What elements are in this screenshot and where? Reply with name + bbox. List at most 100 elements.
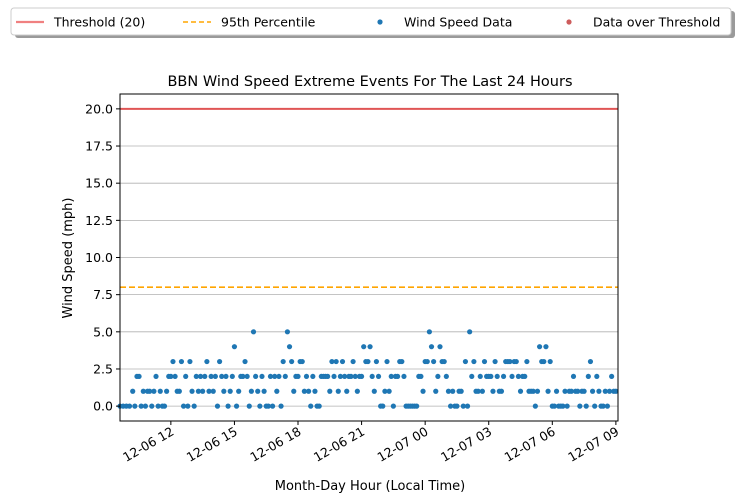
wind-speed-point <box>212 373 218 380</box>
wind-speed-point <box>187 358 193 365</box>
wind-speed-point <box>299 358 305 365</box>
y-tick-label: 15.0 <box>85 176 113 191</box>
wind-speed-point <box>386 388 392 394</box>
wind-speed-point <box>467 329 473 335</box>
wind-speed-point <box>492 358 498 365</box>
wind-speed-point <box>513 358 519 365</box>
wind-speed-point <box>259 373 265 380</box>
data-points <box>117 329 619 409</box>
wind-speed-point <box>530 388 536 394</box>
wind-speed-point <box>524 358 530 365</box>
wind-speed-point <box>253 373 259 380</box>
wind-speed-point <box>337 373 343 380</box>
wind-speed-point <box>225 403 231 409</box>
wind-speed-point <box>583 403 589 409</box>
wind-speed-point <box>276 373 282 380</box>
wind-speed-point <box>155 403 161 409</box>
wind-speed-point <box>532 403 538 409</box>
wind-speed-point <box>490 388 496 394</box>
wind-speed-point <box>244 373 250 380</box>
wind-speed-point <box>433 388 439 394</box>
wind-speed-point <box>210 388 216 394</box>
wind-speed-point <box>494 373 500 380</box>
legend-label: Data over Threshold <box>593 15 720 30</box>
wind-speed-point <box>142 403 149 409</box>
wind-speed-point <box>233 403 240 409</box>
wind-speed-point <box>602 388 608 394</box>
wind-speed-point <box>553 388 560 394</box>
wind-speed-point <box>534 388 541 394</box>
x-tick-label: 12-06 15 <box>184 424 240 465</box>
wind-speed-point <box>350 358 356 365</box>
wind-speed-point <box>289 358 295 365</box>
wind-speed-point <box>306 388 312 394</box>
wind-speed-point <box>414 403 420 409</box>
wind-speed-point <box>600 403 606 409</box>
wind-speed-point <box>592 403 598 409</box>
wind-speed-point <box>388 373 394 380</box>
wind-speed-point <box>316 403 322 409</box>
wind-speed-point <box>325 373 331 380</box>
y-tick-label: 0.0 <box>93 399 113 414</box>
legend: Threshold (20) 95th Percentile Wind Speed … <box>10 7 735 38</box>
wind-speed-point <box>581 388 587 394</box>
wind-speed-point <box>460 403 466 409</box>
wind-speed-point <box>189 388 195 394</box>
wind-speed-point <box>575 388 581 394</box>
y-tick-label: 5.0 <box>93 324 113 339</box>
wind-speed-point <box>303 373 310 380</box>
wind-speed-point <box>151 388 157 394</box>
wind-speed-point <box>509 373 515 380</box>
reference-lines <box>120 107 618 289</box>
wind-speed-point <box>443 373 449 380</box>
wind-speed-point <box>223 373 229 380</box>
wind-speed-point <box>272 373 278 380</box>
wind-speed-point <box>547 358 553 365</box>
wind-speed-point <box>564 403 570 409</box>
wind-speed-point <box>333 358 339 365</box>
wind-speed-point <box>428 344 435 350</box>
wind-speed-point <box>168 373 174 380</box>
wind-speed-point <box>157 388 163 394</box>
wind-speed-point <box>229 373 235 380</box>
x-axis-label: Month-Day Hour (Local Time) <box>275 479 465 494</box>
wind-speed-point <box>479 388 485 394</box>
wind-speed-point <box>161 403 168 409</box>
wind-speed-point <box>358 373 365 380</box>
wind-speed-point <box>278 403 284 409</box>
wind-speed-point <box>327 388 333 394</box>
wind-speed-point <box>191 403 197 409</box>
wind-speed-point <box>426 329 432 335</box>
wind-speed-point <box>395 373 401 380</box>
x-tick-label: 12-07 06 <box>502 424 558 465</box>
wind-speed-point <box>178 358 185 365</box>
wind-speed-point <box>361 344 367 350</box>
legend-label: Wind Speed Data <box>404 15 512 30</box>
wind-speed-point <box>515 373 522 380</box>
wind-speed-point <box>221 388 227 394</box>
wind-speed-point <box>435 373 441 380</box>
wind-speed-point <box>204 358 210 365</box>
wind-speed-point <box>250 329 257 335</box>
wind-speed-point <box>231 344 238 350</box>
wind-speed-point <box>248 388 254 394</box>
wind-speed-point <box>431 358 437 365</box>
wind-speed-point <box>227 388 233 394</box>
wind-speed-point <box>310 373 316 380</box>
wind-speed-point <box>176 388 182 394</box>
y-axis: 0.0 2.5 5.0 7.5 10.0 12.5 15.0 17.5 20.0 <box>85 101 120 414</box>
wind-speed-point <box>498 388 505 394</box>
wind-speed-point <box>507 358 513 365</box>
wind-speed-point <box>132 403 138 409</box>
wind-speed-point <box>469 373 475 380</box>
wind-speed-point <box>454 403 460 409</box>
wind-speed-point <box>568 388 574 394</box>
wind-speed-point <box>170 358 176 365</box>
wind-speed-point <box>450 388 456 394</box>
wind-speed-point <box>291 388 297 394</box>
wind-speed-point <box>560 403 566 409</box>
wind-speed-point <box>477 373 483 380</box>
wind-speed-point <box>437 344 443 350</box>
x-tick-label: 12-06 12 <box>120 424 176 465</box>
